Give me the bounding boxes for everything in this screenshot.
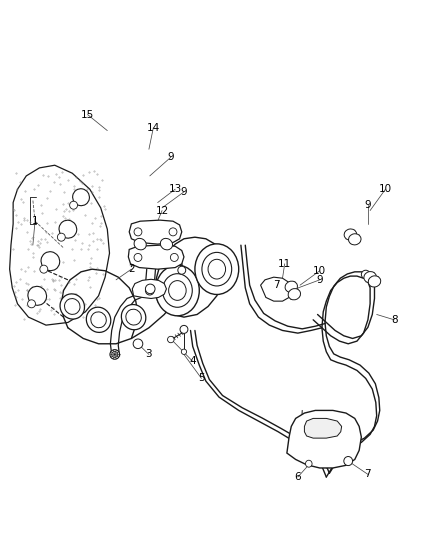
Ellipse shape xyxy=(59,220,77,238)
Text: 11: 11 xyxy=(278,259,291,269)
Ellipse shape xyxy=(134,238,146,250)
Ellipse shape xyxy=(361,270,370,279)
Text: 10: 10 xyxy=(379,184,392,194)
Ellipse shape xyxy=(145,284,155,294)
Ellipse shape xyxy=(70,201,78,209)
Ellipse shape xyxy=(305,460,312,467)
Polygon shape xyxy=(261,277,291,301)
Text: 14: 14 xyxy=(147,123,160,133)
Ellipse shape xyxy=(110,350,120,359)
Ellipse shape xyxy=(145,286,154,295)
Ellipse shape xyxy=(181,349,187,354)
Ellipse shape xyxy=(126,309,141,325)
Text: 9: 9 xyxy=(180,187,187,197)
Ellipse shape xyxy=(167,336,174,343)
Text: 13: 13 xyxy=(169,184,182,194)
Text: 10: 10 xyxy=(313,266,326,276)
Ellipse shape xyxy=(195,244,239,294)
Text: 7: 7 xyxy=(272,280,279,290)
Text: 7: 7 xyxy=(364,470,371,479)
Polygon shape xyxy=(304,418,342,438)
Text: 8: 8 xyxy=(391,315,398,325)
Text: 2: 2 xyxy=(128,264,135,274)
Ellipse shape xyxy=(91,312,106,328)
Ellipse shape xyxy=(86,307,111,333)
Ellipse shape xyxy=(364,272,376,282)
Ellipse shape xyxy=(73,189,89,206)
Text: 12: 12 xyxy=(155,206,169,215)
Polygon shape xyxy=(287,410,361,468)
Ellipse shape xyxy=(288,288,300,300)
Ellipse shape xyxy=(344,456,353,466)
Ellipse shape xyxy=(41,252,60,271)
Ellipse shape xyxy=(169,228,177,236)
Ellipse shape xyxy=(180,325,188,334)
Text: 15: 15 xyxy=(81,110,94,119)
Text: 4: 4 xyxy=(189,357,196,366)
Ellipse shape xyxy=(28,300,35,308)
Ellipse shape xyxy=(134,253,142,262)
Ellipse shape xyxy=(40,265,48,273)
Ellipse shape xyxy=(57,233,65,241)
Polygon shape xyxy=(10,165,110,325)
Ellipse shape xyxy=(349,234,361,245)
Ellipse shape xyxy=(344,229,357,240)
Ellipse shape xyxy=(121,304,146,330)
Ellipse shape xyxy=(368,276,381,287)
Ellipse shape xyxy=(170,253,178,262)
Ellipse shape xyxy=(169,280,186,301)
Text: 9: 9 xyxy=(364,200,371,210)
Ellipse shape xyxy=(60,294,85,319)
Polygon shape xyxy=(132,279,166,298)
Ellipse shape xyxy=(285,281,297,293)
Text: 5: 5 xyxy=(198,374,205,383)
Ellipse shape xyxy=(178,266,186,274)
Polygon shape xyxy=(129,220,182,244)
Ellipse shape xyxy=(112,352,118,357)
Ellipse shape xyxy=(208,260,226,279)
Text: 9: 9 xyxy=(316,275,323,285)
Ellipse shape xyxy=(162,274,192,307)
Ellipse shape xyxy=(134,228,142,236)
Polygon shape xyxy=(128,245,184,269)
Ellipse shape xyxy=(133,339,143,349)
Text: 1: 1 xyxy=(32,216,39,226)
Ellipse shape xyxy=(155,265,199,316)
Text: 3: 3 xyxy=(145,350,152,359)
Ellipse shape xyxy=(28,286,46,305)
Ellipse shape xyxy=(202,253,232,286)
Text: 9: 9 xyxy=(167,152,174,162)
Ellipse shape xyxy=(160,238,173,250)
Ellipse shape xyxy=(64,298,80,314)
Text: 6: 6 xyxy=(294,472,301,482)
